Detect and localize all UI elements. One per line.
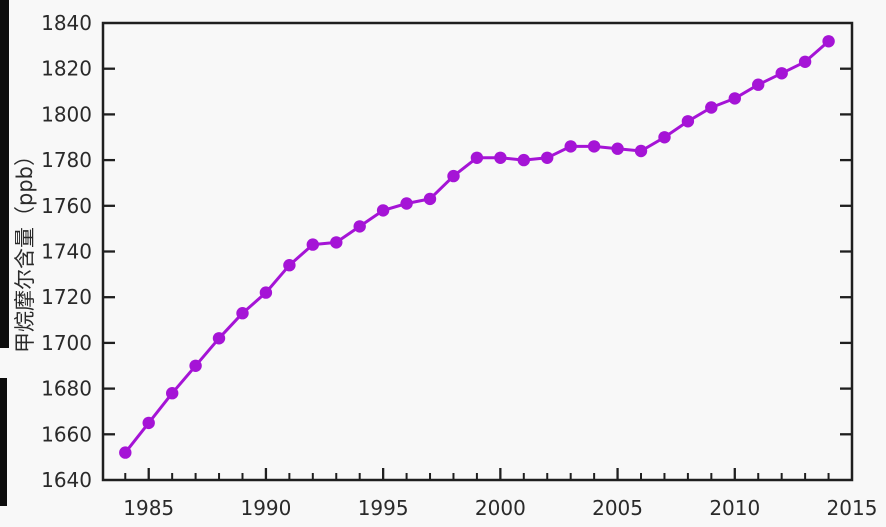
scan-artifact-bar-top — [0, 0, 9, 348]
data-point — [423, 192, 437, 206]
y-tick-label: 1700 — [41, 331, 92, 355]
y-tick-label: 1720 — [41, 285, 92, 309]
data-point — [541, 151, 554, 164]
data-point — [494, 151, 507, 164]
data-point — [517, 153, 530, 167]
data-point — [400, 197, 413, 210]
y-tick-label: 1820 — [41, 57, 92, 81]
data-point — [119, 446, 132, 459]
data-point — [259, 286, 273, 299]
data-point — [634, 144, 648, 158]
data-line — [124, 40, 830, 454]
data-point — [142, 416, 155, 430]
y-tick-label: 1800 — [41, 102, 92, 126]
y-tick-label: 1780 — [41, 148, 92, 172]
y-tick-label: 1660 — [41, 422, 92, 446]
data-point — [306, 238, 319, 251]
x-tick-label: 1990 — [240, 496, 291, 520]
data-point — [728, 92, 741, 105]
data-point — [470, 151, 484, 164]
x-tick-label: 2005 — [592, 496, 643, 520]
data-point — [376, 204, 390, 217]
data-point — [236, 307, 249, 320]
data-point — [822, 35, 835, 48]
x-tick-label: 2015 — [827, 496, 878, 520]
data-point — [447, 169, 460, 183]
plot-frame — [101, 21, 854, 482]
data-point — [166, 387, 179, 400]
x-tick-label: 1985 — [123, 496, 174, 520]
data-point — [775, 67, 788, 80]
data-point — [705, 101, 718, 114]
x-tick-label: 2010 — [709, 496, 760, 520]
data-point — [330, 236, 343, 249]
data-point — [611, 142, 624, 155]
y-tick-label: 1740 — [41, 240, 92, 264]
data-point — [658, 131, 671, 144]
data-point — [212, 332, 226, 345]
y-tick-label: 1640 — [41, 468, 92, 492]
data-point — [564, 140, 577, 153]
data-point — [353, 220, 366, 233]
scan-artifact-bar-bottom — [0, 378, 7, 506]
data-point — [798, 55, 812, 68]
data-point — [587, 140, 601, 153]
data-point — [283, 259, 296, 272]
y-tick-label: 1760 — [41, 194, 92, 218]
data-point — [189, 359, 202, 372]
y-tick-label: 1680 — [41, 377, 92, 401]
data-point — [752, 78, 765, 91]
y-tick-label: 1840 — [41, 11, 92, 35]
data-point — [681, 115, 695, 128]
x-tick-label: 1995 — [358, 496, 409, 520]
x-tick-label: 2000 — [475, 496, 526, 520]
